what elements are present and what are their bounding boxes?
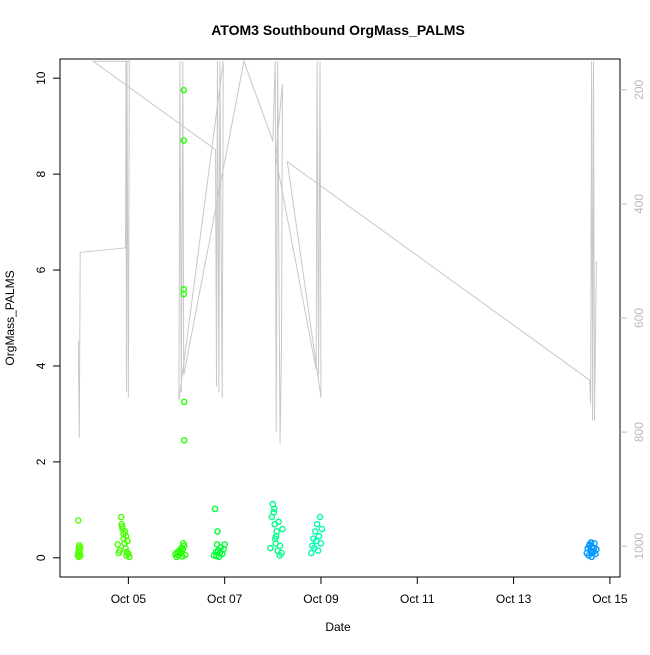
y-tick-label: 2	[34, 458, 48, 465]
data-point	[213, 552, 220, 560]
data-point	[180, 290, 188, 298]
y-tick-label: 0	[34, 554, 48, 561]
y-axis-label: OrgMass_PALMS	[3, 270, 17, 365]
data-point	[116, 547, 124, 554]
data-point	[126, 553, 133, 561]
pressure-line	[77, 59, 597, 444]
data-point	[311, 528, 319, 535]
data-point	[74, 517, 82, 524]
data-point	[180, 137, 188, 144]
data-point	[272, 532, 280, 540]
data-point	[180, 86, 188, 94]
x-tick-label: Oct 05	[111, 592, 147, 606]
data-point	[180, 437, 188, 444]
data-point	[181, 551, 189, 559]
data-point	[590, 544, 598, 552]
data-point	[276, 542, 284, 550]
x-tick-label: Oct 15	[592, 592, 628, 606]
data-point	[114, 541, 122, 548]
data-point	[270, 508, 278, 516]
data-point	[117, 513, 125, 521]
data-point	[318, 525, 326, 533]
y2-tick-label: 400	[632, 194, 646, 214]
data-point	[308, 549, 315, 557]
y2-tick-label: 1000	[632, 533, 646, 560]
data-point	[221, 541, 228, 548]
y-tick-label: 10	[34, 71, 48, 85]
data-point	[313, 520, 321, 528]
data-point	[118, 523, 126, 530]
data-point	[267, 544, 274, 552]
x-tick-label: Oct 11	[400, 592, 435, 606]
data-point	[76, 552, 84, 560]
data-point	[180, 542, 188, 550]
data-point	[314, 547, 322, 554]
data-point	[278, 549, 285, 557]
x-tick-label: Oct 13	[496, 592, 532, 606]
y2-tick-label: 200	[632, 79, 646, 99]
data-point	[316, 513, 324, 521]
data-point	[124, 537, 131, 545]
y-tick-label: 8	[34, 170, 48, 177]
data-point	[211, 505, 219, 513]
y-tick-label: 4	[34, 362, 48, 369]
data-point	[122, 544, 129, 552]
y-tick-label: 6	[34, 266, 48, 273]
y2-tick-label: 800	[632, 422, 646, 442]
data-point	[76, 543, 84, 551]
x-tick-label: Oct 09	[303, 592, 339, 606]
data-point	[179, 545, 187, 553]
x-tick-label: Oct 07	[207, 592, 243, 606]
data-point	[125, 550, 132, 558]
data-point	[270, 505, 278, 513]
data-point	[317, 540, 325, 547]
data-point	[275, 518, 282, 526]
y2-tick-label: 600	[632, 308, 646, 328]
data-point	[121, 528, 129, 535]
data-point	[279, 525, 286, 533]
chart-title: ATOM3 Southbound OrgMass_PALMS	[211, 22, 465, 38]
data-point	[180, 398, 188, 406]
data-point	[214, 528, 221, 535]
data-point	[315, 532, 323, 540]
plot-area	[74, 59, 600, 561]
x-axis-label: Date	[325, 620, 351, 634]
